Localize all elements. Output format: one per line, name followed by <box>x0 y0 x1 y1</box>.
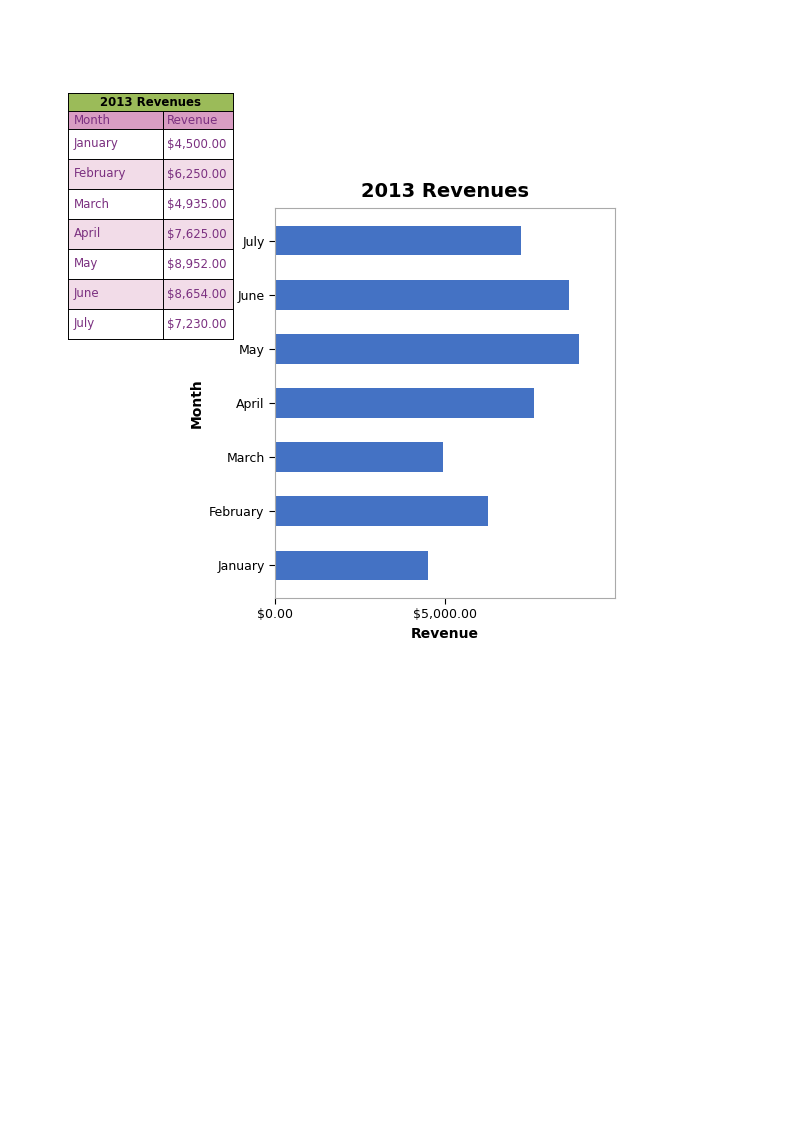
Bar <box>275 497 487 526</box>
Text: April: April <box>74 227 101 241</box>
Text: $7,625.00: $7,625.00 <box>167 227 227 241</box>
Text: March: March <box>74 198 110 210</box>
Text: $4,935.00: $4,935.00 <box>167 198 227 210</box>
Text: $7,230.00: $7,230.00 <box>167 317 227 330</box>
Text: $8,952.00: $8,952.00 <box>167 257 227 271</box>
Text: May: May <box>74 257 98 271</box>
Text: $4,500.00: $4,500.00 <box>167 137 227 151</box>
Bar <box>275 334 580 364</box>
Text: January: January <box>74 137 118 151</box>
Bar <box>275 442 443 472</box>
Text: $6,250.00: $6,250.00 <box>167 167 227 181</box>
Bar <box>275 551 428 580</box>
Text: Month: Month <box>74 114 111 127</box>
Text: February: February <box>74 167 126 181</box>
X-axis label: Revenue: Revenue <box>411 627 479 641</box>
Text: Revenue: Revenue <box>167 114 219 127</box>
Text: June: June <box>74 288 99 300</box>
Text: July: July <box>74 317 95 330</box>
Title: 2013 Revenues: 2013 Revenues <box>361 182 529 201</box>
Text: $8,654.00: $8,654.00 <box>167 288 227 300</box>
Y-axis label: Month: Month <box>190 378 204 428</box>
Bar <box>275 280 569 309</box>
Bar <box>275 388 534 418</box>
Bar <box>275 226 521 255</box>
Text: 2013 Revenues: 2013 Revenues <box>100 96 201 109</box>
